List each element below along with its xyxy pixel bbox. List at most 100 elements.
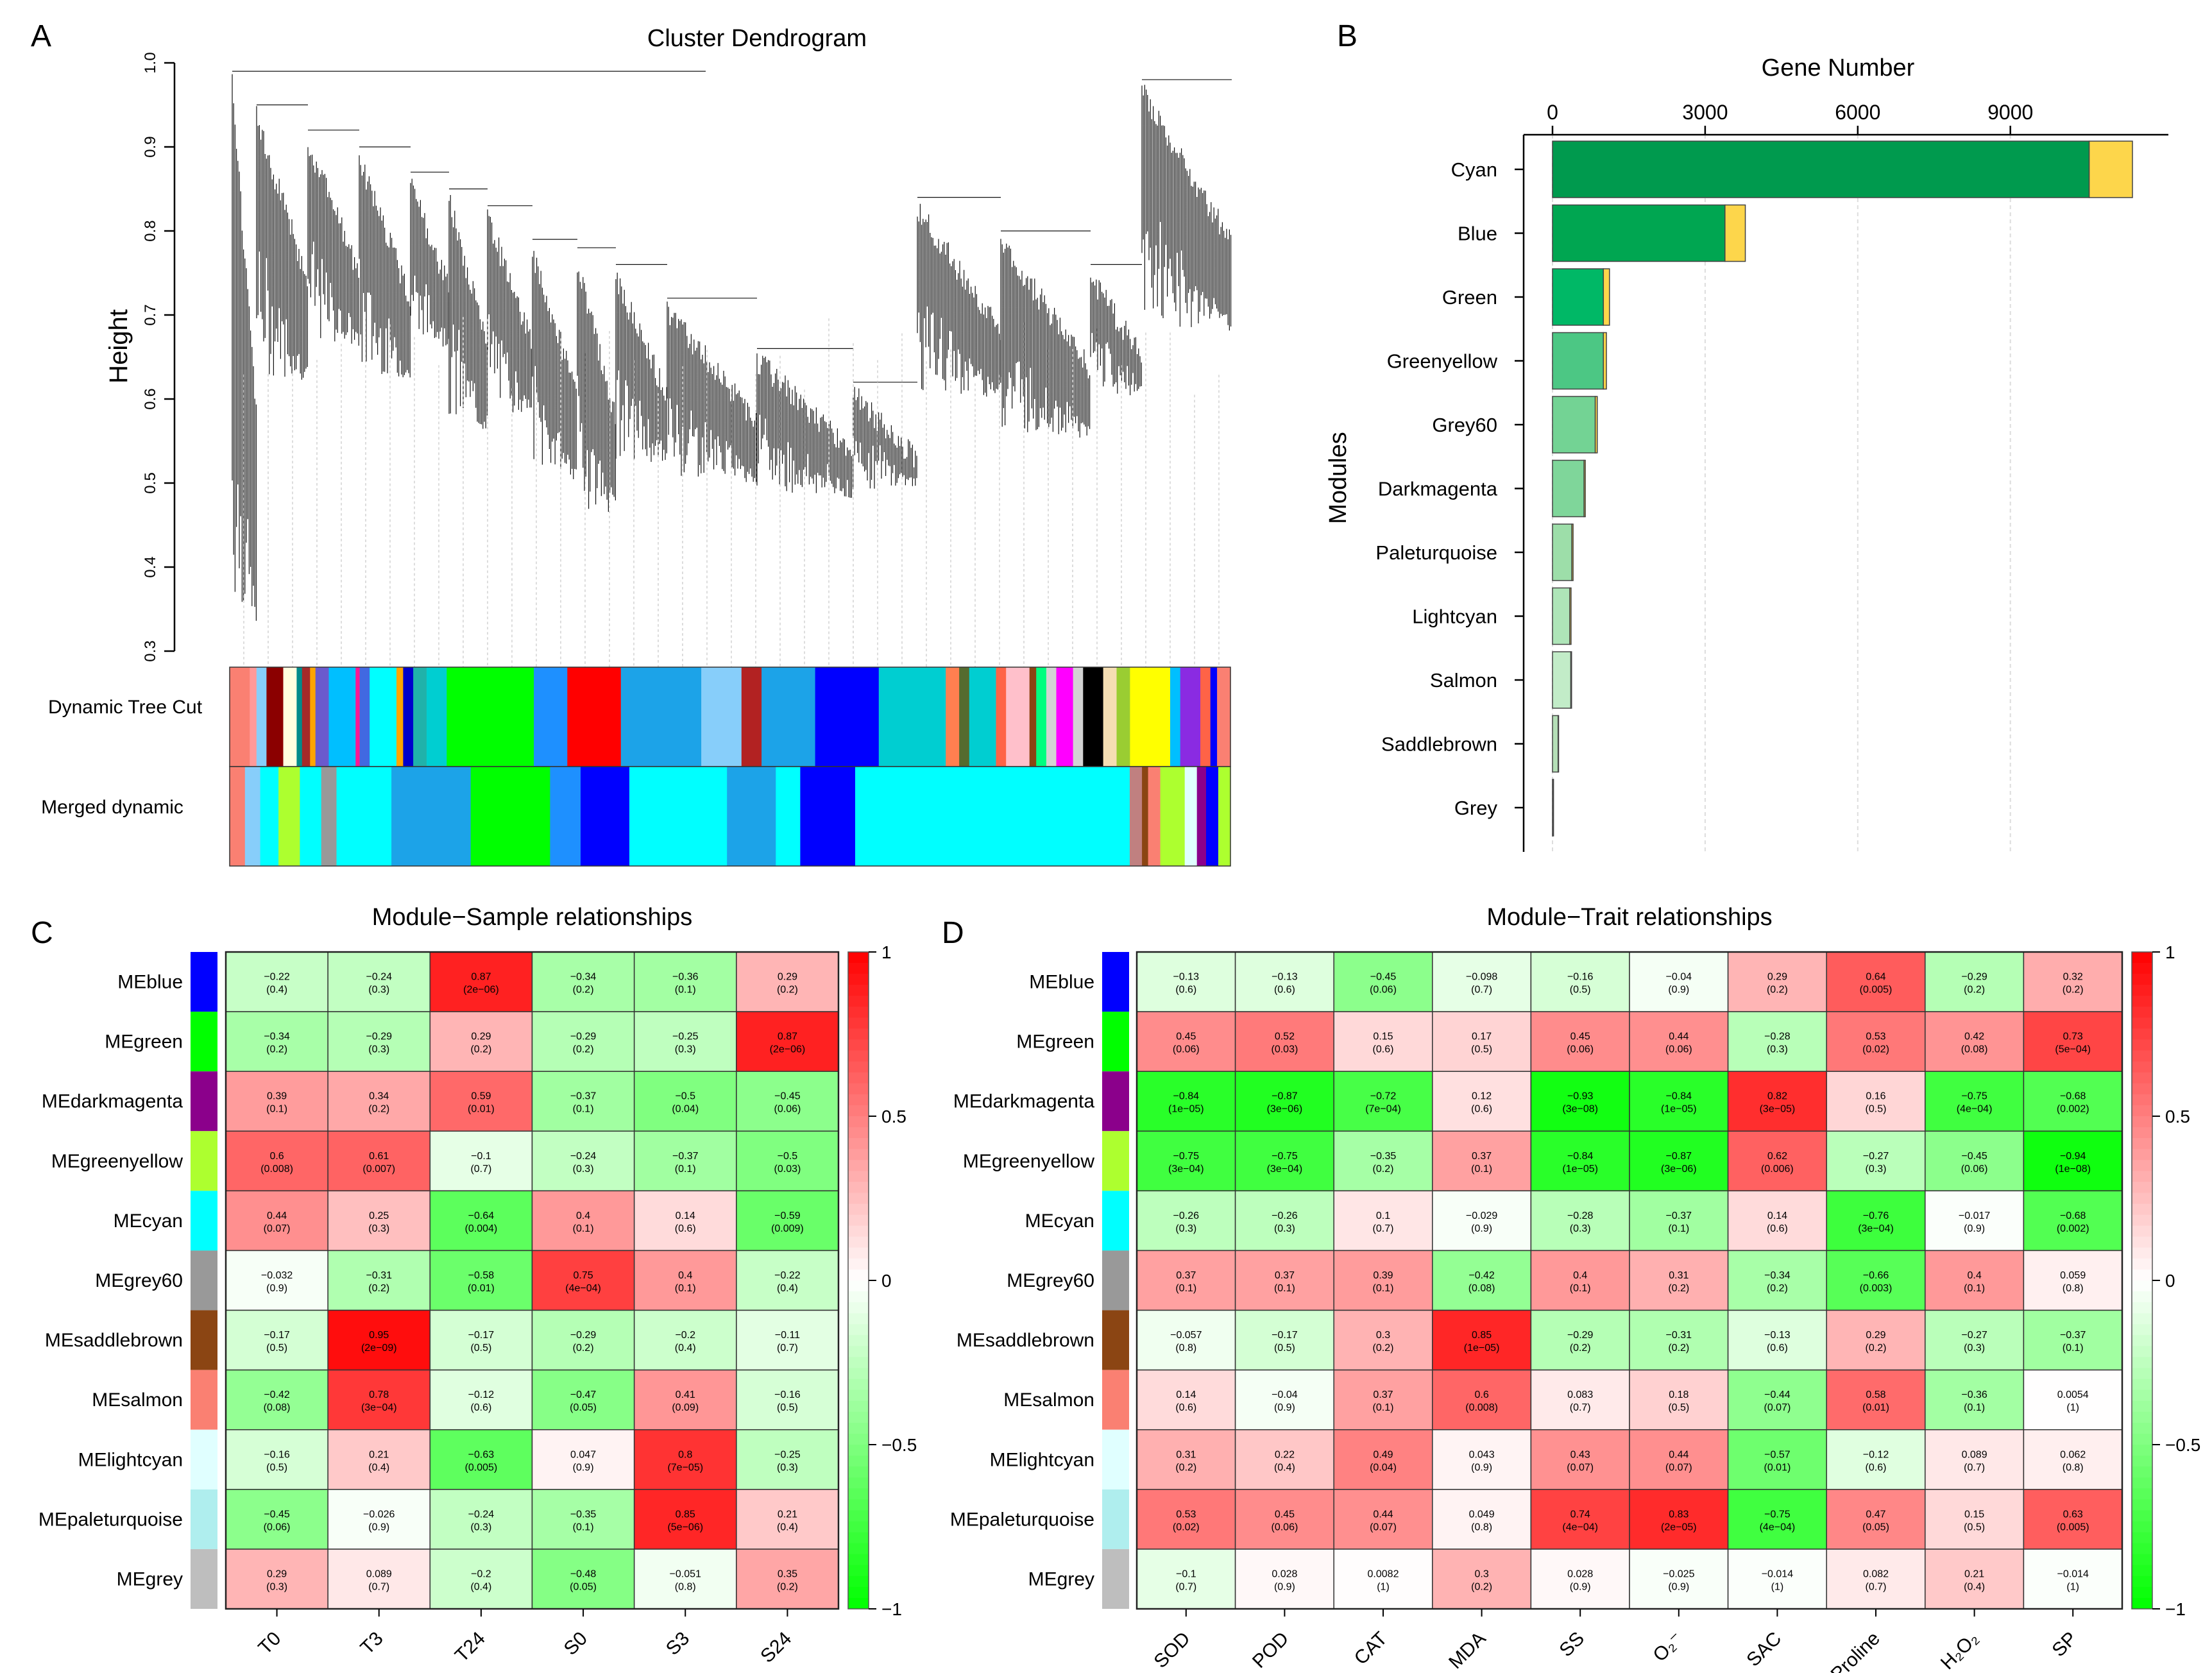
y-tick-label: 0.9 [142, 136, 159, 157]
row-label: MEsaddlebrown [45, 1330, 183, 1351]
row-color-swatch [191, 1250, 217, 1311]
color-scale-step [2132, 1258, 2152, 1270]
cell-value-label: −0.1 [471, 1151, 491, 1162]
color-scale-step [2132, 1225, 2152, 1237]
dynamic-tree-cut-track-segment [1180, 667, 1201, 767]
y-tick-label: Salmon [1430, 669, 1497, 692]
cell-value-label: −0.17 [264, 1330, 290, 1341]
cell-value-label: −0.26 [1173, 1210, 1200, 1221]
cell-pvalue-label: (0.5) [1964, 1522, 1985, 1533]
heatmap-cell [2023, 1309, 2123, 1371]
heatmap-cell [633, 1011, 737, 1072]
color-scale-step [848, 1543, 869, 1555]
cell-value-label: −0.2 [471, 1568, 491, 1579]
cell-pvalue-label: (0.1) [1964, 1402, 1985, 1413]
cell-pvalue-label: (0.3) [1767, 1044, 1788, 1055]
color-scale-step [2132, 1116, 2152, 1128]
cell-pvalue-label: (0.2) [470, 1044, 491, 1055]
heatmap-cell [1333, 1309, 1433, 1371]
cell-value-label: 0.21 [778, 1509, 797, 1520]
color-scale-label: −1 [881, 1599, 902, 1619]
color-scale-step [2132, 1400, 2152, 1413]
row-color-swatch [1102, 1071, 1129, 1132]
cell-pvalue-label: (0.9) [1570, 1581, 1591, 1592]
heatmap-cell [2023, 1549, 2123, 1609]
color-scale-step [2132, 1291, 2152, 1303]
heatmap-cell [531, 1071, 635, 1132]
merged-dynamic-track-segment [1160, 767, 1186, 866]
cell-value-label: −0.84 [1666, 1091, 1692, 1102]
bar-extra [2088, 140, 2133, 198]
cell-value-label: −0.16 [774, 1389, 801, 1400]
cell-value-label: −0.72 [1370, 1091, 1397, 1102]
heatmap-cell [2023, 1190, 2123, 1252]
cell-value-label: −0.24 [366, 972, 393, 983]
cell-pvalue-label: (0.4) [777, 1522, 798, 1533]
dynamic-tree-cut-track-segment [996, 667, 1007, 767]
bar-chart-bars [1552, 140, 2133, 836]
color-scale-step [848, 1379, 869, 1391]
dynamic-tree-cut-track-segment [1210, 667, 1218, 767]
merged-dynamic-track-segment [855, 767, 1130, 866]
color-scale-step [848, 1050, 869, 1062]
cell-value-label: 0.049 [1469, 1509, 1495, 1520]
cell-value-label: 0.0082 [1368, 1568, 1399, 1579]
color-scale-step [848, 1072, 869, 1084]
heatmap-cell [225, 1309, 328, 1371]
cell-pvalue-label: (0.6) [1175, 1402, 1196, 1413]
cell-value-label: 0.028 [1567, 1568, 1593, 1579]
cell-value-label: 0.31 [1669, 1270, 1689, 1281]
cell-pvalue-label: (0.1) [573, 1104, 594, 1115]
bar-extra [1603, 268, 1610, 326]
dendrogram-tree [232, 71, 1232, 667]
cell-value-label: 0.75 [574, 1270, 593, 1281]
cell-value-label: 0.87 [778, 1032, 797, 1042]
cell-pvalue-label: (2e−06) [770, 1044, 806, 1055]
cell-pvalue-label: (0.1) [2063, 1343, 2084, 1354]
cell-value-label: −0.057 [1170, 1330, 1202, 1341]
cell-value-label: 0.47 [1866, 1509, 1885, 1520]
dynamic-tree-cut-track-segment [761, 667, 816, 767]
cell-pvalue-label: (1) [2066, 1581, 2079, 1592]
merged-dynamic-track-segment [1148, 767, 1161, 866]
cell-value-label: −0.31 [1666, 1330, 1692, 1341]
color-scale-step [2132, 1445, 2152, 1456]
cell-pvalue-label: (0.02) [1862, 1044, 1889, 1055]
cell-value-label: −0.13 [1173, 972, 1200, 983]
cell-value-label: 0.52 [1275, 1032, 1295, 1042]
cell-pvalue-label: (0.6) [1274, 985, 1295, 996]
row-label: MElightcyan [990, 1449, 1094, 1470]
row-label: MEcyan [1025, 1210, 1094, 1232]
color-scale-step [2132, 1586, 2152, 1599]
cell-pvalue-label: (0.9) [1471, 1462, 1492, 1473]
bar-chart-axes: 0 3000 6000 9000 Cyan Blue Green Greenyellow Gre… [1375, 101, 2168, 852]
cell-pvalue-label: (0.9) [368, 1522, 389, 1533]
dynamic-tree-cut-track-segment [447, 667, 534, 767]
color-scale-step [848, 1466, 869, 1478]
heatmap-cell [633, 1549, 737, 1609]
dynamic-tree-cut-track-segment [534, 667, 568, 767]
color-scale-step [2132, 1269, 2152, 1281]
color-scale-step [848, 1149, 869, 1160]
cell-pvalue-label: (0.7) [777, 1343, 798, 1354]
merged-dynamic-track-segment [1206, 767, 1219, 866]
heatmap-cell [429, 1190, 533, 1252]
dynamic-tree-cut-track-segment [266, 667, 284, 767]
cell-value-label: 0.3 [1376, 1330, 1390, 1341]
cell-pvalue-label: (0.2) [1175, 1462, 1196, 1473]
cell-value-label: −0.24 [570, 1151, 597, 1162]
color-scale-step [2132, 1083, 2152, 1095]
cell-pvalue-label: (0.2) [573, 985, 594, 996]
cell-value-label: −0.029 [1466, 1210, 1497, 1221]
color-scale-step [848, 1302, 869, 1314]
cell-value-label: −0.22 [264, 972, 290, 983]
cell-value-label: 0.29 [471, 1032, 491, 1042]
cell-pvalue-label: (1e−05) [1464, 1343, 1500, 1354]
color-scale-step [2132, 1149, 2152, 1160]
cell-pvalue-label: (0.5) [1668, 1402, 1689, 1413]
cell-pvalue-label: (0.002) [2057, 1223, 2089, 1234]
cell-value-label: −0.37 [2060, 1330, 2086, 1341]
color-scale-step [848, 1357, 869, 1369]
bar-main [1552, 587, 1570, 645]
cell-value-label: 0.53 [1866, 1032, 1885, 1042]
